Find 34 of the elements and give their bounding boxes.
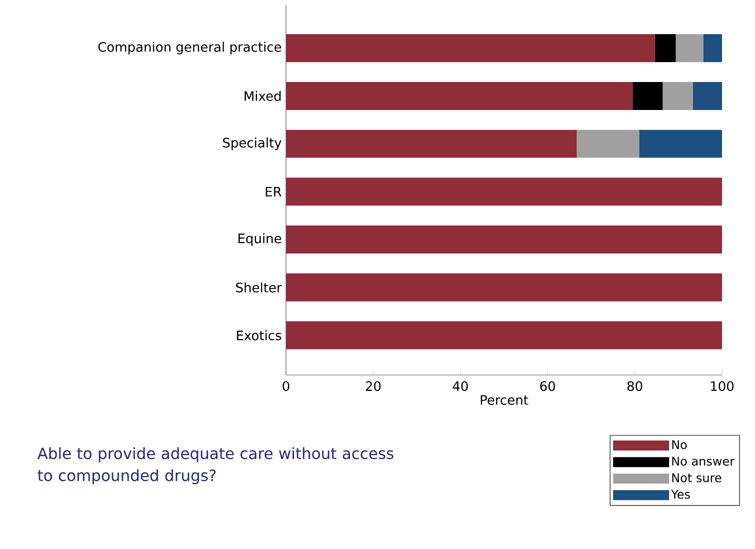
bar [286, 82, 633, 110]
bar [654, 34, 676, 62]
bar [286, 321, 722, 350]
bar [286, 226, 722, 254]
y-tick-label: ER [266, 186, 282, 196]
y-tick-label: Mixed [244, 90, 281, 101]
legend-label: No answer [672, 456, 735, 466]
bar [676, 34, 704, 62]
x-tick-label: 40 [452, 381, 468, 392]
bar [639, 130, 722, 158]
y-tick-label: Exotics [236, 330, 282, 340]
legend-label: No [672, 440, 687, 450]
bar [576, 130, 640, 158]
text: Able to provide adequate care without access to compounded drugs? [37, 447, 394, 484]
x-tick-label: 100 [711, 381, 734, 392]
y-tick-label: Specialty [223, 138, 282, 150]
bar [632, 82, 663, 110]
y-tick-label: Equine [238, 233, 282, 246]
bar [286, 34, 655, 62]
bar [286, 178, 722, 206]
bar [286, 273, 722, 302]
x-tick-label: 80 [627, 381, 642, 392]
x-tick-label: 0 [282, 381, 290, 392]
bar [703, 34, 722, 62]
bar [662, 82, 693, 110]
y-tick-label: Companion general practice [98, 42, 282, 54]
x-tick-label: 60 [540, 381, 556, 392]
x-axis-title: Percent [480, 395, 528, 405]
bar [286, 130, 577, 158]
y-tick-label: Shelter [236, 282, 282, 292]
legend-label: Not sure [672, 473, 722, 482]
x-tick-label: 20 [366, 381, 381, 392]
legend-label: Yes [671, 490, 690, 499]
bar [692, 82, 722, 110]
